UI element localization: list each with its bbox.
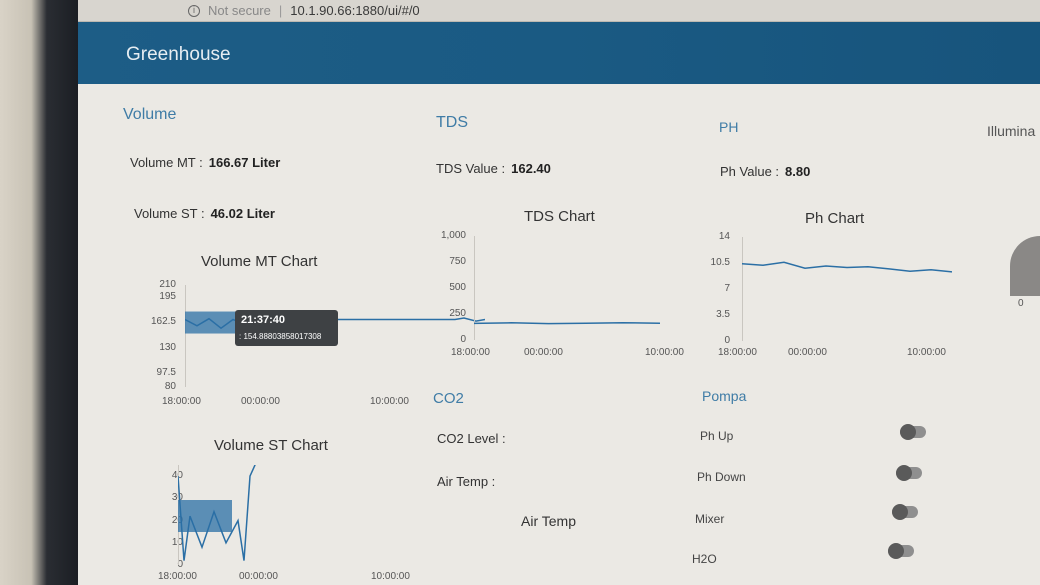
monitor-bezel-left [0,0,78,585]
tds-value: 162.40 [511,161,551,176]
volume-st-y-tick: 40 [151,470,183,481]
volume-st-y-tick: 20 [151,515,183,526]
address-separator: | [278,3,283,18]
tds-y-tick: 1,000 [440,230,466,241]
ph-value: 8.80 [785,164,811,179]
ph-y-tick: 0 [724,335,730,346]
volume-st-series-block [178,500,232,532]
url-text[interactable]: 10.1.90.66:1880/ui/#/0 [290,3,420,18]
chart-tooltip: 21:37:40 : 154.88803858017308 [235,310,338,346]
volume-mt-y-tick: 130 [159,341,176,353]
tds-y-tick: 250 [449,308,466,319]
volume-mt-value: 166.67 Liter [208,155,281,170]
volume-mt-y-tick: 195 [159,290,176,302]
ph-y-axis [742,237,743,341]
volume-st-label: Volume ST : [134,206,205,221]
ph-x-tick: 10:00:00 [907,347,946,358]
illumination-gauge [1010,236,1040,296]
ph-value-label: Ph Value : [720,164,780,179]
tooltip-time: 21:37:40 [241,314,286,326]
ph-y-tick: 7 [724,283,730,294]
volume-mt-y-axis [185,285,186,387]
pompa-toggle-mixer[interactable] [892,504,918,520]
browser-address-bar[interactable]: i Not secure | 10.1.90.66:1880/ui/#/0 [78,0,1040,22]
toggle-knob [892,504,908,520]
ph-x-tick: 18:00:00 [718,347,757,358]
ph-x-tick: 00:00:00 [788,347,827,358]
screen: i Not secure | 10.1.90.66:1880/ui/#/0 Gr… [78,0,1040,585]
volume-st-y-tick: 0 [177,559,183,570]
tooltip-value: : 154.88803858017308 [239,332,322,341]
pompa-label-mixer: Mixer [695,512,725,526]
group-title-tds: TDS [436,114,468,131]
info-icon[interactable]: i [188,4,200,17]
tds-chart-title: TDS Chart [524,208,595,225]
app-header: Greenhouse [78,22,1040,84]
tds-x-tick: 18:00:00 [451,347,490,358]
ph-y-tick: 10.5 [710,257,730,268]
volume-mt-x-tick: 18:00:00 [162,396,201,407]
volume-st-x-tick: 00:00:00 [239,571,278,582]
ph-y-tick: 14 [718,231,730,242]
group-title-volume: Volume [123,106,177,123]
ph-y-tick: 3.5 [716,309,730,320]
volume-st-x-tick: 18:00:00 [158,571,197,582]
toggle-knob [896,465,912,481]
not-secure-label: Not secure [208,3,271,18]
tds-y-tick: 0 [460,334,466,345]
volume-mt-x-tick: 00:00:00 [241,396,280,407]
volume-st-row: Volume ST : 46.02 Liter [134,206,275,221]
pompa-toggle-h2o[interactable] [888,543,914,559]
toggle-knob [888,543,904,559]
pompa-toggle-ph-down[interactable] [896,465,922,481]
pompa-label-h2o: H2O [692,552,717,566]
volume-st-plot[interactable] [178,465,478,565]
tds-value-label: TDS Value : [436,161,506,176]
tds-y-tick: 500 [449,282,466,293]
volume-st-y-tick: 10 [151,537,183,548]
tds-value-row: TDS Value : 162.40 [436,161,551,176]
air-temp-label: Air Temp : [437,474,496,489]
volume-mt-chart-title: Volume MT Chart [201,253,318,270]
ph-chart-title: Ph Chart [805,210,865,227]
pompa-label-ph-up: Ph Up [700,429,734,443]
tds-y-axis [474,236,475,340]
volume-st-x-tick: 10:00:00 [371,571,410,582]
pompa-label-ph-down: Ph Down [697,470,746,484]
volume-st-y-tick: 30 [151,492,183,503]
pompa-toggle-ph-up[interactable] [900,424,926,440]
air-temp-chart-title: Air Temp [521,513,576,529]
app-title: Greenhouse [126,44,231,65]
group-title-co2: CO2 [433,390,464,407]
tds-y-tick: 750 [449,256,466,267]
tds-plot[interactable] [474,236,660,340]
volume-mt-y-tick: 80 [164,381,176,392]
tds-series-line [474,321,660,325]
volume-mt-y-tick: 210 [159,279,176,290]
volume-mt-row: Volume MT : 166.67 Liter [130,155,280,170]
volume-st-value: 46.02 Liter [210,206,275,221]
volume-st-chart-title: Volume ST Chart [214,437,328,454]
tds-x-tick: 10:00:00 [645,347,684,358]
ph-series-line [742,261,952,273]
group-title-ph: PH [719,119,739,135]
toggle-knob [900,424,916,440]
volume-mt-label: Volume MT : [130,155,203,170]
volume-mt-x-tick: 10:00:00 [370,396,409,407]
group-title-illumination: Illumina [987,123,1036,139]
ph-value-row: Ph Value : 8.80 [720,164,810,179]
co2-level-label: CO2 Level : [437,431,506,446]
volume-mt-y-tick: 97.5 [156,367,176,379]
group-title-pompa: Pompa [702,388,747,404]
tds-x-tick: 00:00:00 [524,347,563,358]
volume-mt-y-tick: 162.5 [150,316,176,328]
illumination-gauge-min: 0 [1018,298,1024,309]
ph-plot[interactable] [742,237,952,341]
